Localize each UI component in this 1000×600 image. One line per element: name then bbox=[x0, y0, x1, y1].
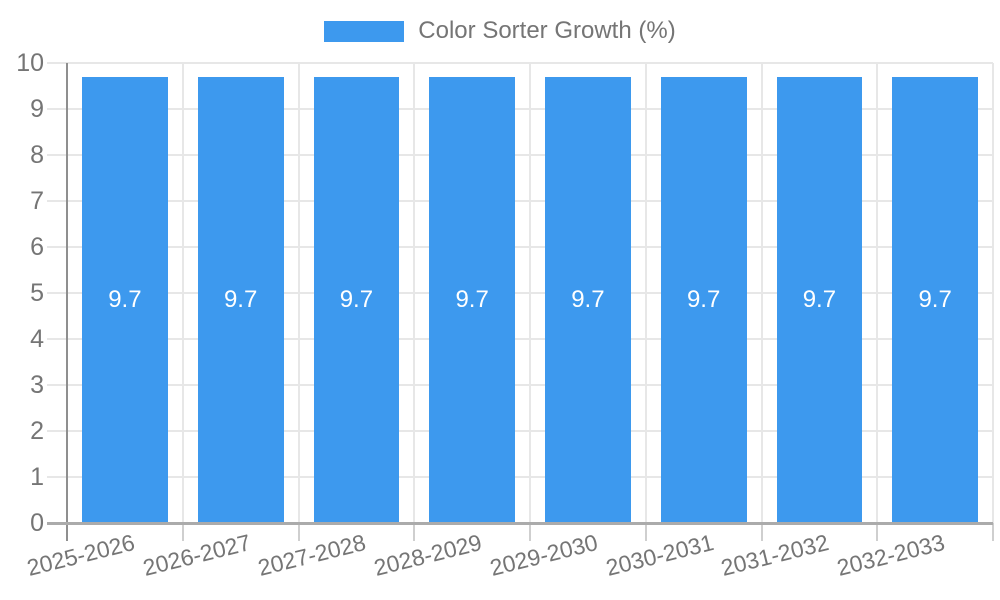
gridline-h bbox=[47, 476, 993, 478]
y-axis-label: 1 bbox=[30, 463, 44, 491]
bar-value-label: 9.7 bbox=[339, 285, 374, 313]
axis-tick bbox=[181, 523, 184, 541]
legend[interactable]: Color Sorter Growth (%) bbox=[0, 18, 1000, 44]
y-axis-label: 3 bbox=[30, 371, 44, 399]
axis-tick bbox=[529, 523, 531, 541]
bar-value-label: 9.7 bbox=[918, 285, 952, 313]
legend-label: Color Sorter Growth (%) bbox=[418, 17, 676, 44]
bar[interactable] bbox=[313, 76, 400, 523]
gridline-h bbox=[47, 246, 993, 248]
bar[interactable] bbox=[892, 76, 978, 523]
bar-value-label: 9.7 bbox=[455, 285, 489, 313]
axis-tick bbox=[413, 523, 416, 541]
axis-tick bbox=[297, 523, 300, 541]
gridline-v bbox=[644, 63, 647, 523]
y-axis-label: 4 bbox=[30, 325, 44, 353]
gridline-v bbox=[413, 63, 416, 523]
axis-tick bbox=[760, 523, 763, 541]
axis-tick bbox=[992, 523, 994, 541]
gridline-v bbox=[992, 63, 994, 523]
y-axis-label: 7 bbox=[30, 187, 44, 215]
y-axis-label: 9 bbox=[30, 95, 44, 123]
gridline-h bbox=[47, 200, 993, 202]
y-axis-label: 0 bbox=[30, 509, 44, 537]
y-axis-line bbox=[66, 63, 68, 541]
x-axis-label: 2026-2027 bbox=[139, 529, 253, 581]
bar[interactable] bbox=[776, 76, 863, 523]
bar-value-label: 9.7 bbox=[571, 285, 605, 313]
y-axis-label: 6 bbox=[30, 233, 44, 261]
y-axis-label: 5 bbox=[30, 279, 44, 307]
x-axis-label: 2031-2032 bbox=[718, 529, 832, 581]
x-axis-line bbox=[47, 522, 993, 525]
gridline-h bbox=[47, 338, 993, 340]
x-axis-label: 2027-2028 bbox=[255, 529, 369, 581]
gridline-h bbox=[47, 62, 993, 64]
x-axis-label: 2029-2030 bbox=[487, 529, 601, 581]
bar-value-label: 9.7 bbox=[686, 285, 721, 313]
gridline-h bbox=[47, 384, 993, 386]
bar[interactable] bbox=[82, 76, 168, 523]
bar-value-label: 9.7 bbox=[802, 285, 837, 313]
gridline-h bbox=[47, 430, 993, 432]
gridline-v bbox=[760, 63, 763, 523]
bar-value-label: 9.7 bbox=[108, 285, 142, 313]
bar[interactable] bbox=[660, 76, 747, 523]
axis-tick bbox=[644, 523, 647, 541]
bar-value-label: 9.7 bbox=[223, 285, 258, 313]
gridline-v bbox=[876, 63, 879, 523]
gridline-v bbox=[181, 63, 184, 523]
gridline-h bbox=[47, 292, 993, 294]
bar[interactable] bbox=[197, 76, 284, 523]
gridline-h bbox=[47, 108, 993, 110]
x-axis-label: 2032-2033 bbox=[834, 529, 948, 581]
x-axis-label: 2028-2029 bbox=[371, 529, 485, 581]
x-axis-label: 2030-2031 bbox=[602, 529, 716, 581]
y-axis-label: 8 bbox=[30, 141, 44, 169]
y-axis-label: 10 bbox=[16, 49, 44, 77]
gridline-v bbox=[297, 63, 300, 523]
legend-swatch bbox=[324, 20, 405, 42]
bar[interactable] bbox=[429, 76, 515, 523]
bar[interactable] bbox=[545, 76, 631, 523]
axis-tick bbox=[876, 523, 879, 541]
gridline-v bbox=[529, 63, 531, 523]
y-axis-label: 2 bbox=[30, 417, 44, 445]
gridline-h bbox=[47, 154, 993, 156]
